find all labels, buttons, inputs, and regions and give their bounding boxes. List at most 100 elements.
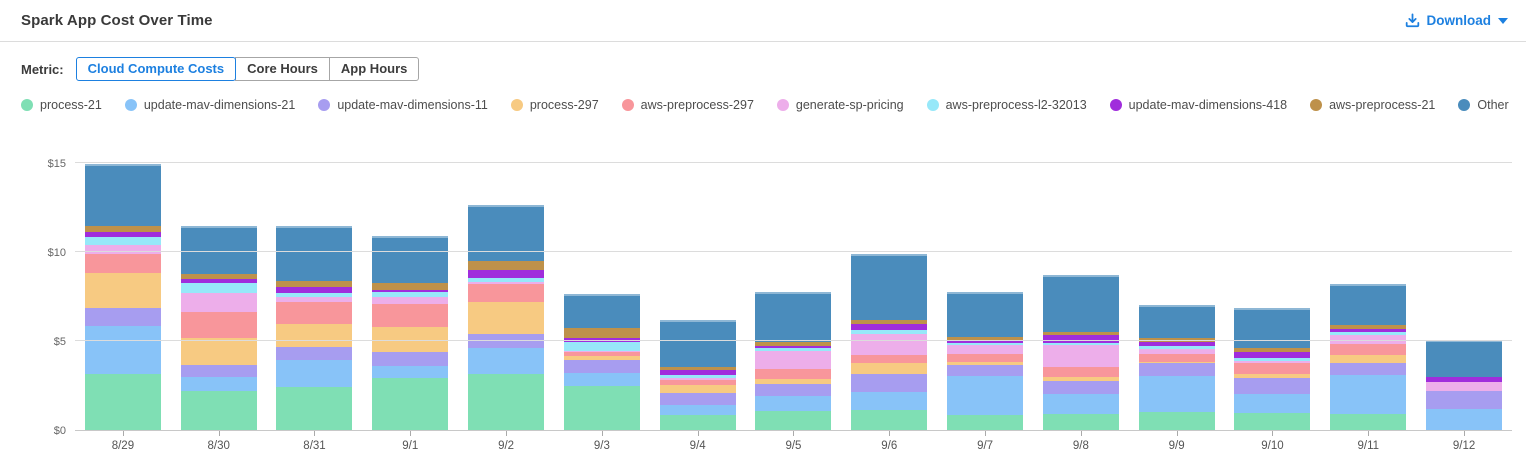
legend-item-update-mav-dimensions-21[interactable]: update-mav-dimensions-21 — [124, 98, 295, 112]
legend-item-aws-preprocess-297[interactable]: aws-preprocess-297 — [621, 98, 754, 112]
bar-segment-generate-sp-pricing[interactable] — [1330, 334, 1407, 345]
bar-segment-aws-preprocess-297[interactable] — [84, 253, 161, 273]
bar-segment-other[interactable] — [84, 164, 161, 226]
bar-segment-other[interactable] — [659, 320, 736, 368]
bar-segment-other[interactable] — [1426, 339, 1503, 378]
bar-segment-process-21[interactable] — [659, 415, 736, 430]
bar-segment-aws-preprocess-l2-32013[interactable] — [659, 375, 736, 379]
bar-segment-update-mav-dimensions-21[interactable] — [1042, 393, 1119, 414]
bar-segment-aws-preprocess-297[interactable] — [947, 354, 1024, 363]
stacked-bar-9/9[interactable] — [1138, 304, 1215, 430]
bar-segment-process-297[interactable] — [1330, 354, 1407, 364]
bar-segment-aws-preprocess-297[interactable] — [563, 352, 640, 357]
bar-segment-generate-sp-pricing[interactable] — [1138, 349, 1215, 354]
bar-segment-update-mav-dimensions-21[interactable] — [947, 375, 1024, 415]
bar-segment-aws-preprocess-l2-32013[interactable] — [755, 348, 832, 352]
bar-segment-update-mav-dimensions-11[interactable] — [1138, 363, 1215, 376]
bar-segment-update-mav-dimensions-11[interactable] — [180, 365, 257, 378]
bar-segment-other[interactable] — [1330, 284, 1407, 326]
bar-segment-generate-sp-pricing[interactable] — [180, 292, 257, 312]
legend-item-generate-sp-pricing[interactable]: generate-sp-pricing — [776, 98, 904, 112]
bar-segment-aws-preprocess-21[interactable] — [180, 273, 257, 280]
bar-segment-update-mav-dimensions-21[interactable] — [1234, 394, 1311, 413]
bar-segment-update-mav-dimensions-418[interactable] — [659, 370, 736, 376]
bar-segment-update-mav-dimensions-11[interactable] — [1042, 380, 1119, 394]
bar-segment-update-mav-dimensions-418[interactable] — [84, 232, 161, 237]
bar-segment-update-mav-dimensions-418[interactable] — [1042, 335, 1119, 344]
bar-segment-other[interactable] — [851, 253, 928, 321]
bar-segment-update-mav-dimensions-418[interactable] — [372, 289, 449, 292]
bar-segment-generate-sp-pricing[interactable] — [755, 351, 832, 370]
bar-segment-other[interactable] — [947, 292, 1024, 337]
bar-segment-process-21[interactable] — [1138, 411, 1215, 430]
bar-segment-process-297[interactable] — [468, 301, 545, 334]
bar-segment-aws-preprocess-21[interactable] — [1042, 332, 1119, 336]
bar-segment-aws-preprocess-l2-32013[interactable] — [468, 277, 545, 283]
bar-segment-aws-preprocess-297[interactable] — [468, 283, 545, 302]
bar-segment-aws-preprocess-l2-32013[interactable] — [1042, 343, 1119, 346]
bar-segment-aws-preprocess-l2-32013[interactable] — [84, 236, 161, 245]
bar-segment-aws-preprocess-l2-32013[interactable] — [372, 291, 449, 297]
bar-segment-update-mav-dimensions-418[interactable] — [947, 340, 1024, 344]
bar-segment-update-mav-dimensions-418[interactable] — [1330, 328, 1407, 332]
bar-segment-process-21[interactable] — [1234, 412, 1311, 430]
bar-segment-aws-preprocess-21[interactable] — [276, 281, 353, 287]
bar-segment-update-mav-dimensions-21[interactable] — [1426, 409, 1503, 430]
bar-segment-aws-preprocess-297[interactable] — [1234, 363, 1311, 375]
bar-segment-update-mav-dimensions-11[interactable] — [1234, 378, 1311, 395]
bar-segment-aws-preprocess-297[interactable] — [851, 355, 928, 364]
bar-segment-update-mav-dimensions-11[interactable] — [947, 365, 1024, 376]
bar-segment-process-21[interactable] — [947, 415, 1024, 430]
bar-segment-aws-preprocess-21[interactable] — [947, 336, 1024, 341]
legend-item-aws-preprocess-l2-32013[interactable]: aws-preprocess-l2-32013 — [926, 98, 1087, 112]
bar-segment-aws-preprocess-l2-32013[interactable] — [1138, 345, 1215, 350]
bar-segment-process-297[interactable] — [851, 363, 928, 374]
bar-segment-update-mav-dimensions-418[interactable] — [276, 286, 353, 293]
bar-segment-generate-sp-pricing[interactable] — [851, 334, 928, 356]
bar-segment-update-mav-dimensions-418[interactable] — [468, 269, 545, 278]
metric-button-cloud-compute-costs[interactable]: Cloud Compute Costs — [75, 57, 237, 81]
bar-segment-update-mav-dimensions-21[interactable] — [468, 347, 545, 374]
bar-segment-other[interactable] — [1138, 304, 1215, 339]
bar-segment-update-mav-dimensions-11[interactable] — [1426, 391, 1503, 410]
bar-segment-aws-preprocess-21[interactable] — [755, 341, 832, 347]
bar-segment-process-21[interactable] — [851, 410, 928, 430]
bar-segment-aws-preprocess-21[interactable] — [851, 320, 928, 325]
bar-segment-generate-sp-pricing[interactable] — [372, 296, 449, 305]
bar-segment-aws-preprocess-l2-32013[interactable] — [180, 282, 257, 293]
bar-segment-generate-sp-pricing[interactable] — [1234, 361, 1311, 364]
bar-segment-process-21[interactable] — [563, 386, 640, 430]
bar-segment-process-21[interactable] — [84, 374, 161, 430]
metric-button-core-hours[interactable]: Core Hours — [235, 57, 330, 81]
bar-segment-generate-sp-pricing[interactable] — [563, 351, 640, 353]
bar-segment-process-297[interactable] — [563, 356, 640, 360]
bar-segment-update-mav-dimensions-418[interactable] — [755, 346, 832, 349]
stacked-bar-9/2[interactable] — [468, 204, 545, 430]
bar-segment-other[interactable] — [1042, 274, 1119, 333]
stacked-bar-9/7[interactable] — [947, 292, 1024, 430]
bar-segment-aws-preprocess-297[interactable] — [1042, 367, 1119, 377]
stacked-bar-9/8[interactable] — [1042, 274, 1119, 430]
bar-segment-update-mav-dimensions-21[interactable] — [372, 365, 449, 378]
bar-segment-aws-preprocess-297[interactable] — [276, 301, 353, 325]
bar-segment-update-mav-dimensions-418[interactable] — [180, 279, 257, 283]
legend-item-process-297[interactable]: process-297 — [510, 98, 599, 112]
bar-segment-update-mav-dimensions-21[interactable] — [1138, 375, 1215, 412]
bar-segment-update-mav-dimensions-21[interactable] — [180, 377, 257, 392]
bar-segment-update-mav-dimensions-11[interactable] — [84, 308, 161, 327]
bar-segment-generate-sp-pricing[interactable] — [276, 297, 353, 302]
bar-segment-update-mav-dimensions-21[interactable] — [84, 326, 161, 375]
bar-segment-other[interactable] — [180, 225, 257, 274]
bar-segment-update-mav-dimensions-21[interactable] — [851, 391, 928, 411]
bar-segment-aws-preprocess-l2-32013[interactable] — [276, 292, 353, 298]
bar-segment-aws-preprocess-l2-32013[interactable] — [947, 343, 1024, 346]
bar-segment-aws-preprocess-l2-32013[interactable] — [1330, 331, 1407, 335]
bar-segment-update-mav-dimensions-21[interactable] — [1330, 375, 1407, 414]
bar-segment-process-297[interactable] — [372, 326, 449, 352]
bar-segment-update-mav-dimensions-418[interactable] — [851, 324, 928, 331]
bar-segment-update-mav-dimensions-21[interactable] — [659, 405, 736, 415]
bar-segment-process-297[interactable] — [84, 272, 161, 309]
bar-segment-process-297[interactable] — [1138, 361, 1215, 364]
bar-segment-generate-sp-pricing[interactable] — [659, 378, 736, 380]
bar-segment-process-21[interactable] — [1330, 414, 1407, 430]
